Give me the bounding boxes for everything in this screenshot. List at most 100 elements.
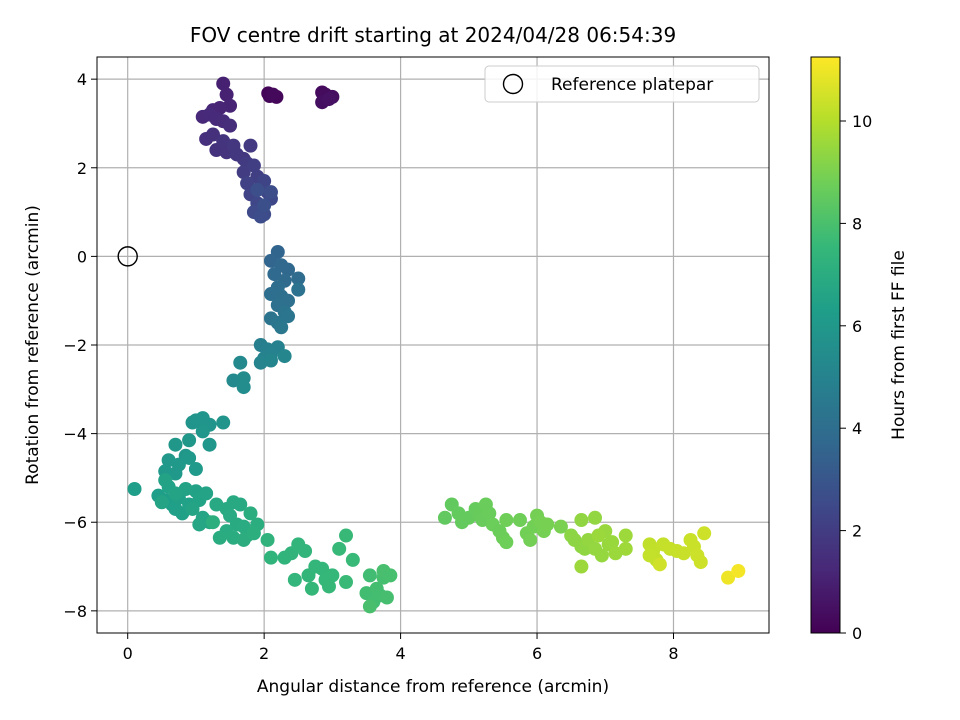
data-point bbox=[266, 87, 281, 102]
y-tick-label: −2 bbox=[63, 336, 87, 355]
data-point bbox=[553, 519, 568, 534]
data-point bbox=[257, 198, 272, 213]
colorbar-tick-label: 8 bbox=[852, 214, 862, 233]
data-point bbox=[158, 473, 173, 488]
data-point bbox=[499, 513, 514, 528]
data-point bbox=[540, 517, 555, 532]
x-tick-label: 2 bbox=[259, 644, 269, 663]
data-point bbox=[185, 501, 200, 516]
data-point bbox=[236, 165, 251, 180]
data-point bbox=[219, 87, 234, 102]
data-point bbox=[263, 353, 278, 368]
data-point bbox=[246, 526, 261, 541]
data-point bbox=[223, 118, 238, 133]
data-point bbox=[253, 209, 268, 224]
data-point bbox=[202, 437, 217, 452]
x-axis-title: Angular distance from reference (arcmin) bbox=[257, 677, 609, 697]
colorbar-ticks: 0 2 4 6 8 10 bbox=[840, 112, 872, 643]
data-point bbox=[233, 355, 248, 370]
data-point bbox=[362, 568, 377, 583]
data-point bbox=[332, 541, 347, 556]
colorbar-title: Hours from first FF file bbox=[889, 250, 909, 440]
data-point bbox=[240, 176, 255, 191]
data-point bbox=[127, 482, 142, 496]
data-point bbox=[274, 320, 289, 335]
data-point bbox=[205, 127, 220, 142]
data-points bbox=[127, 76, 746, 614]
data-point bbox=[291, 282, 306, 297]
data-point bbox=[236, 380, 251, 395]
colorbar-tick-label: 6 bbox=[852, 317, 862, 336]
data-point bbox=[263, 550, 278, 565]
data-point bbox=[281, 309, 296, 324]
colorbar-gradient bbox=[810, 56, 841, 634]
data-point bbox=[182, 433, 197, 448]
data-point bbox=[277, 349, 292, 364]
data-point bbox=[594, 548, 609, 563]
legend-box bbox=[484, 65, 760, 103]
x-tick-label: 8 bbox=[668, 644, 678, 663]
data-point bbox=[168, 486, 183, 501]
data-point bbox=[676, 546, 691, 561]
colorbar-tick-label: 0 bbox=[852, 624, 862, 643]
data-point bbox=[591, 528, 606, 543]
data-point bbox=[233, 497, 248, 512]
data-point bbox=[652, 557, 667, 572]
data-point bbox=[574, 559, 589, 574]
y-tick-label: −8 bbox=[63, 602, 87, 621]
data-point bbox=[291, 271, 306, 286]
data-point bbox=[339, 575, 354, 590]
data-point bbox=[697, 526, 712, 541]
data-point bbox=[325, 568, 340, 583]
data-point bbox=[437, 510, 452, 525]
data-point bbox=[243, 138, 258, 153]
chart-title: FOV centre drift starting at 2024/04/28 … bbox=[190, 23, 676, 47]
colorbar-tick-label: 10 bbox=[852, 112, 872, 131]
data-point bbox=[246, 158, 261, 173]
data-point bbox=[345, 552, 360, 567]
data-point bbox=[199, 486, 214, 501]
data-point bbox=[216, 76, 231, 91]
data-point bbox=[315, 561, 330, 576]
data-point bbox=[212, 530, 227, 545]
data-point bbox=[267, 267, 282, 282]
data-point bbox=[188, 462, 203, 477]
data-point bbox=[195, 424, 210, 439]
y-axis-title: Rotation from reference (arcmin) bbox=[23, 205, 43, 485]
data-point bbox=[731, 563, 746, 578]
x-tick-label: 0 bbox=[123, 644, 133, 663]
data-point bbox=[383, 568, 398, 583]
colorbar-tick-label: 4 bbox=[852, 419, 862, 438]
y-tick-label: 0 bbox=[77, 247, 87, 266]
data-point bbox=[298, 544, 313, 559]
legend-label: Reference platepar bbox=[551, 75, 713, 95]
legend: Reference platepar bbox=[484, 65, 760, 103]
data-point bbox=[605, 535, 620, 550]
data-point bbox=[154, 495, 169, 510]
data-point bbox=[512, 513, 527, 528]
data-point bbox=[362, 599, 377, 614]
x-axis-ticks: 0 2 4 6 8 bbox=[123, 633, 679, 663]
data-point bbox=[260, 532, 275, 547]
data-point bbox=[185, 415, 200, 430]
y-tick-label: −6 bbox=[63, 513, 87, 532]
data-point bbox=[574, 513, 589, 528]
y-tick-label: −4 bbox=[63, 425, 87, 444]
data-point bbox=[321, 92, 336, 107]
data-point bbox=[281, 262, 296, 277]
y-tick-label: 2 bbox=[77, 159, 87, 178]
data-point bbox=[250, 182, 265, 197]
data-point bbox=[523, 532, 538, 547]
data-point bbox=[192, 517, 207, 532]
colorbar: 0 2 4 6 8 10 Hours from first FF file bbox=[810, 56, 909, 643]
data-point bbox=[588, 510, 603, 525]
data-point bbox=[379, 590, 394, 605]
data-point bbox=[721, 570, 736, 585]
x-tick-label: 4 bbox=[396, 644, 406, 663]
data-point bbox=[205, 515, 220, 530]
data-point bbox=[618, 541, 633, 556]
data-point bbox=[236, 532, 251, 547]
data-point bbox=[243, 506, 258, 521]
